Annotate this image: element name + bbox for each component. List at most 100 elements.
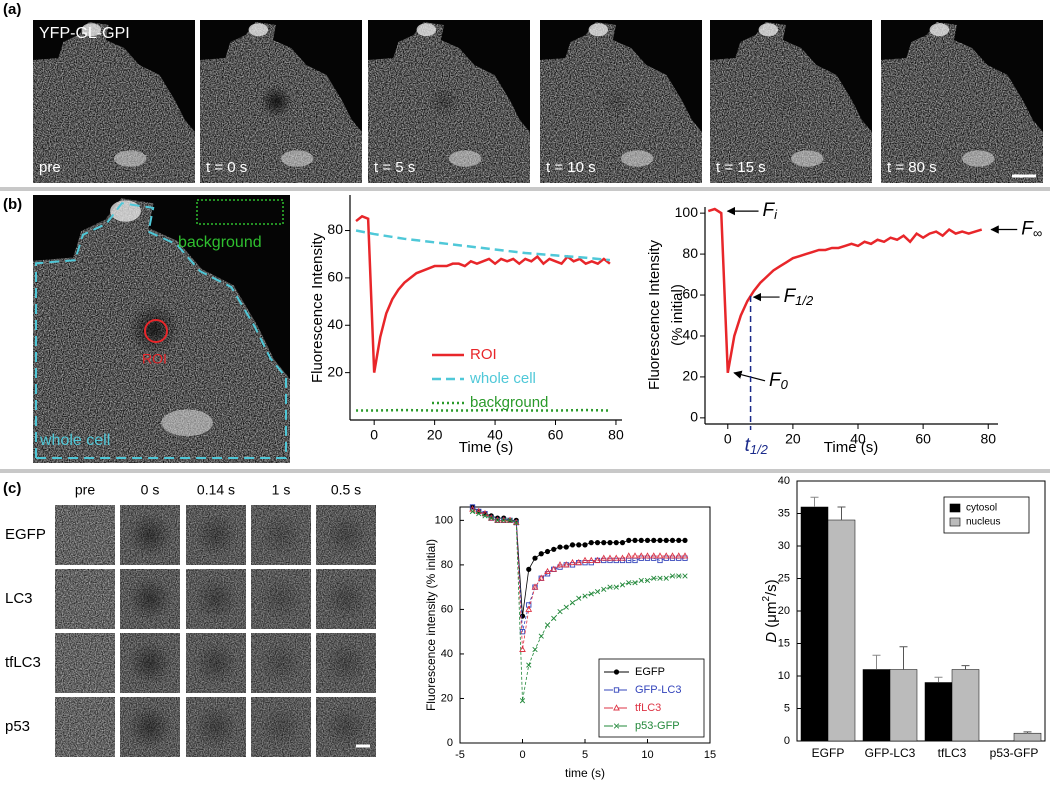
data-point [601, 586, 607, 592]
data-point [469, 508, 476, 515]
y-tick-label: 25 [778, 572, 790, 584]
panel-label: (c) [3, 480, 21, 497]
error-bar [872, 654, 881, 670]
data-point [669, 552, 676, 559]
frame-label: t = 15 s [716, 159, 766, 176]
legend-label: EGFP [635, 666, 665, 678]
data-point [637, 552, 645, 559]
bleach-spot [259, 577, 303, 621]
panel-label: (a) [3, 1, 21, 18]
data-point [494, 517, 501, 523]
bright-spot [449, 150, 482, 167]
y-tick-label: 80 [441, 559, 453, 571]
y-tick-label: 5 [784, 702, 790, 714]
x-tick-label: -5 [455, 749, 465, 761]
bleach-spot [194, 513, 238, 557]
data-point [651, 575, 657, 581]
data-point [569, 600, 576, 606]
data-point [544, 622, 551, 628]
data-point [663, 537, 669, 543]
bleach-spot [128, 513, 172, 557]
data-point [537, 574, 545, 581]
y-tick-label: 20 [441, 692, 453, 704]
bleach-spot [324, 705, 368, 749]
x-tick-label: 5 [582, 749, 588, 761]
data-point [469, 504, 476, 510]
bar [951, 669, 980, 742]
annotation: F∞ [1021, 219, 1042, 241]
data-point [644, 537, 651, 543]
bright-spot [416, 23, 437, 37]
data-point [519, 645, 526, 652]
data-point [607, 540, 613, 546]
data-point [476, 511, 482, 517]
annotation: F1/2 [784, 286, 814, 308]
row-label: EGFP [5, 526, 46, 543]
column-label: 0 s [141, 482, 160, 498]
bright-spot [621, 150, 654, 167]
error-bar [810, 496, 819, 507]
bleach-spot [128, 577, 172, 621]
annotation-text: t [745, 435, 751, 456]
data-point [607, 584, 613, 590]
legend-box [943, 496, 1030, 534]
bleach-spot [194, 641, 238, 685]
frame-label: t = 80 s [887, 159, 937, 176]
data-point [657, 575, 663, 581]
data-point [563, 604, 569, 610]
y-tick-label: 60 [441, 603, 453, 615]
bleach-spot [769, 85, 803, 118]
data-point [531, 583, 539, 590]
data-point [519, 698, 526, 704]
x-tick-label: 80 [608, 427, 624, 443]
y-tick-label: 30 [778, 540, 790, 552]
bright-spot [114, 150, 147, 167]
cell-texture [55, 505, 115, 565]
image-label: background [178, 234, 262, 251]
data-point [519, 629, 526, 635]
data-point [582, 542, 588, 548]
bleach-spot [324, 577, 368, 621]
data-point [576, 542, 582, 548]
frame-label: t = 10 s [546, 159, 596, 176]
y-tick-label: 20 [778, 605, 790, 617]
bleach-spot [128, 641, 172, 685]
data-point [669, 573, 676, 579]
bright-spot [281, 150, 314, 167]
annotation-text: F [784, 286, 797, 307]
cell-outline [35, 202, 287, 459]
bleach-spot [128, 303, 180, 355]
series-line [355, 229, 611, 262]
x-tick-label: EGFP [812, 746, 845, 760]
data-point [594, 556, 601, 563]
data-point [606, 554, 614, 561]
y-label-var: D [763, 632, 780, 643]
y-tick-label: 60 [682, 286, 698, 302]
data-point [663, 575, 669, 581]
data-point [582, 593, 588, 599]
data-point [682, 537, 688, 543]
data-point [501, 517, 507, 523]
data-point [569, 558, 576, 566]
data-point [650, 552, 658, 559]
x-tick-label: p53-GFP [990, 746, 1039, 760]
data-point [544, 567, 551, 575]
error-bar [837, 506, 846, 520]
legend-swatch [949, 517, 961, 527]
legend-label: cytosol [966, 503, 997, 514]
x-tick-label: 0 [724, 431, 732, 447]
error-bar [899, 646, 908, 670]
data-point [613, 540, 619, 546]
x-tick-label: GFP-LC3 [865, 746, 916, 760]
separator [0, 469, 1050, 473]
bleach-spot [259, 85, 293, 118]
data-point [575, 558, 583, 566]
bleach-spot [128, 705, 172, 749]
x-axis-label: Time (s) [459, 439, 513, 456]
annotation-arrow [733, 370, 766, 382]
data-point [613, 687, 620, 693]
y-tick-label: 40 [441, 648, 453, 660]
data-point [613, 584, 619, 590]
bleach-spot [599, 85, 633, 118]
